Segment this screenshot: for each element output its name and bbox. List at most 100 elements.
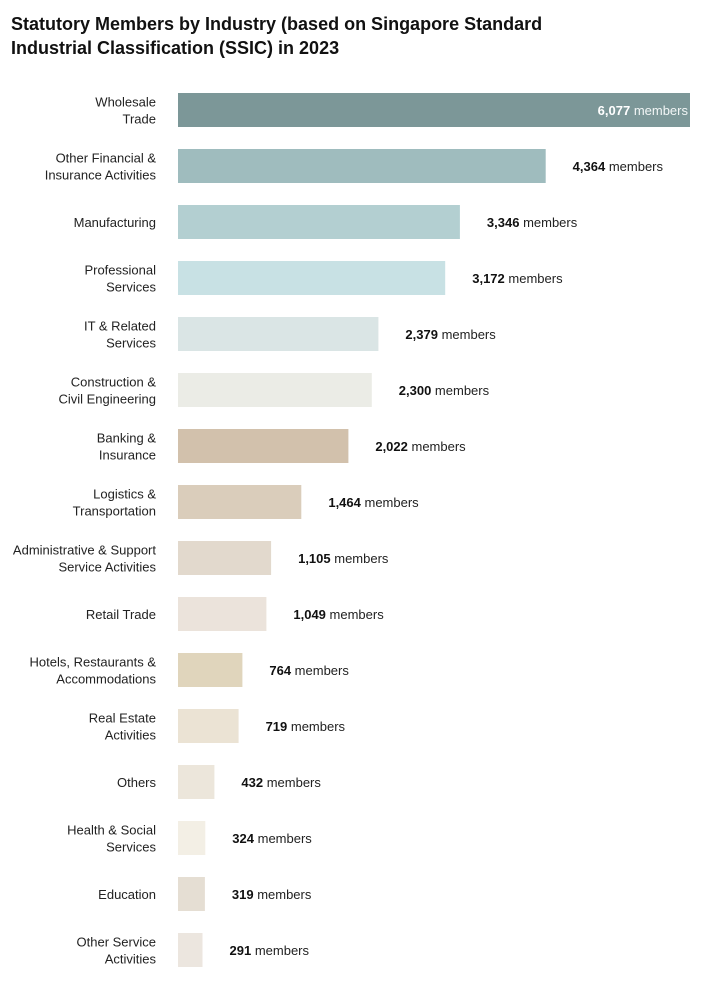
bar (178, 205, 460, 239)
chart-title: Statutory Members by Industry (based on … (11, 12, 701, 60)
bar (178, 485, 302, 519)
value-label: 2,379 members (405, 327, 496, 342)
bar-row: Education 319 members (98, 877, 312, 911)
category-label-line: IT & Related (84, 319, 156, 334)
category-label-line: Insurance (99, 448, 156, 463)
value-label: 291 members (230, 943, 310, 958)
value-number: 1,049 (293, 607, 326, 622)
value-unit: members (438, 327, 496, 342)
category-label-line: Accommodations (56, 672, 156, 687)
value-label: 4,364 members (573, 159, 664, 174)
value-label: 719 members (266, 719, 346, 734)
category-label-line: Insurance Activities (45, 168, 157, 183)
value-label: 6,077 members (598, 103, 689, 118)
category-label-line: Civil Engineering (58, 392, 156, 407)
value-unit: members (519, 215, 577, 230)
category-label-line: Construction & (71, 375, 157, 390)
category-label: IT & Related Services (84, 319, 157, 351)
bar (178, 317, 379, 351)
bar-row: Logistics & Transportation 1,464 members (73, 485, 419, 519)
value-unit: members (408, 439, 466, 454)
category-label: Logistics & Transportation (73, 487, 157, 519)
value-unit: members (254, 887, 312, 902)
value-label: 1,049 members (293, 607, 384, 622)
category-label-line: Professional (84, 263, 156, 278)
value-label: 2,022 members (375, 439, 466, 454)
value-unit: members (505, 271, 563, 286)
value-unit: members (326, 607, 384, 622)
bar (178, 261, 446, 295)
value-label: 764 members (269, 663, 349, 678)
bar (178, 541, 272, 575)
bar (178, 93, 690, 127)
bar-row: Other Service Activities 291 members (77, 933, 310, 967)
category-label: Real Estate Activities (89, 711, 157, 743)
bar (178, 373, 372, 407)
category-label: Others (117, 775, 157, 790)
bar (178, 765, 215, 799)
bar-row: Manufacturing 3,346 members (74, 205, 578, 239)
value-number: 6,077 (598, 103, 631, 118)
value-unit: members (361, 495, 419, 510)
bar (178, 709, 239, 743)
category-label-line: Hotels, Restaurants & (30, 655, 157, 670)
bar-row: Health & Social Services 324 members (67, 821, 312, 855)
value-label: 319 members (232, 887, 312, 902)
value-unit: members (331, 551, 389, 566)
bar-row: Wholesale Trade 6,077 members (95, 93, 690, 127)
value-unit: members (254, 831, 312, 846)
category-label-line: Activities (105, 728, 157, 743)
value-number: 1,464 (328, 495, 361, 510)
bar-row: Administrative & Support Service Activiti… (13, 541, 389, 575)
bar (178, 429, 349, 463)
bar-row: Banking & Insurance 2,022 members (97, 429, 466, 463)
bar-row: Others 432 members (117, 765, 321, 799)
value-number: 1,105 (298, 551, 331, 566)
value-number: 324 (232, 831, 254, 846)
bar-row: IT & Related Services 2,379 members (84, 317, 496, 351)
category-label-line: Services (106, 840, 156, 855)
value-label: 3,172 members (472, 271, 563, 286)
bar (178, 877, 205, 911)
bar-row: Real Estate Activities 719 members (89, 709, 346, 743)
category-label-line: Education (98, 887, 156, 902)
category-label-line: Real Estate (89, 711, 156, 726)
category-label: Other Service Activities (77, 935, 157, 967)
value-number: 2,379 (405, 327, 438, 342)
category-label-line: Service Activities (58, 560, 156, 575)
value-unit: members (605, 159, 663, 174)
category-label-line: Other Service (77, 935, 156, 950)
value-unit: members (291, 663, 349, 678)
bar-row: Other Financial & Insurance Activities 4,3… (45, 149, 664, 183)
bar (178, 933, 203, 967)
category-label: Hotels, Restaurants & Accommodations (30, 655, 157, 687)
value-label: 3,346 members (487, 215, 578, 230)
category-label-line: Manufacturing (74, 215, 156, 230)
category-label: Other Financial & Insurance Activities (45, 151, 157, 183)
category-label: Administrative & Support Service Activiti… (13, 543, 157, 575)
value-number: 2,300 (399, 383, 432, 398)
value-label: 2,300 members (399, 383, 490, 398)
category-label: Health & Social Services (67, 823, 156, 855)
category-label-line: Other Financial & (56, 151, 157, 166)
bar-row: Hotels, Restaurants & Accommodations 764 m… (30, 653, 349, 687)
value-unit: members (251, 943, 309, 958)
category-label-line: Others (117, 775, 157, 790)
value-label: 432 members (241, 775, 321, 790)
category-label-line: Activities (105, 952, 157, 967)
value-label: 1,105 members (298, 551, 389, 566)
category-label-line: Services (106, 336, 156, 351)
chart-title-line-2: Industrial Classification (SSIC) in 2023 (11, 38, 340, 58)
category-label-line: Retail Trade (86, 607, 156, 622)
bar-row: Retail Trade 1,049 members (86, 597, 384, 631)
value-number: 719 (266, 719, 288, 734)
category-label-line: Health & Social (67, 823, 156, 838)
bar (178, 597, 267, 631)
bar (178, 653, 243, 687)
value-number: 3,172 (472, 271, 505, 286)
value-number: 319 (232, 887, 254, 902)
value-number: 291 (230, 943, 252, 958)
bar (178, 821, 206, 855)
category-label: Banking & Insurance (97, 431, 157, 463)
